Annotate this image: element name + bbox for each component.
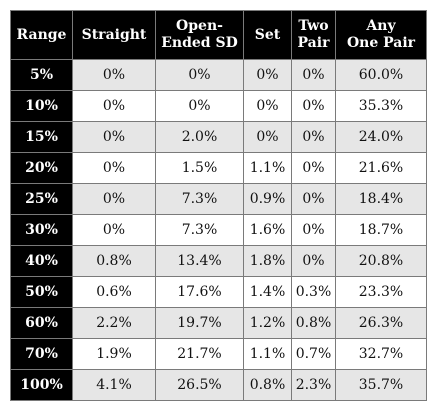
- range-cell: 10%: [10, 90, 73, 122]
- odds-table-container: Range Straight Open- Ended SD Set Two Pair…: [10, 10, 427, 401]
- two-pair-cell: 0%: [291, 152, 336, 184]
- set-cell: 1.1%: [243, 152, 292, 184]
- straight-cell: 0.8%: [72, 245, 156, 277]
- straight-cell: 0%: [72, 214, 156, 246]
- any-one-pair-cell: 20.8%: [335, 245, 427, 277]
- any-one-pair-cell: 18.7%: [335, 214, 427, 246]
- open-ended-sd-cell: 0%: [155, 59, 244, 91]
- header-set: Set: [243, 10, 292, 60]
- two-pair-cell: 0%: [291, 214, 336, 246]
- open-ended-sd-cell: 0%: [155, 90, 244, 122]
- open-ended-sd-cell: 21.7%: [155, 338, 244, 370]
- any-one-pair-cell: 35.3%: [335, 90, 427, 122]
- two-pair-cell: 2.3%: [291, 369, 336, 401]
- table-row: 5% 0% 0% 0% 0% 60.0%: [10, 59, 427, 91]
- any-one-pair-cell: 60.0%: [335, 59, 427, 91]
- two-pair-cell: 0%: [291, 245, 336, 277]
- set-cell: 1.1%: [243, 338, 292, 370]
- range-cell: 20%: [10, 152, 73, 184]
- table-row: 70% 1.9% 21.7% 1.1% 0.7% 32.7%: [10, 338, 427, 370]
- set-cell: 0%: [243, 90, 292, 122]
- two-pair-cell: 0%: [291, 183, 336, 215]
- open-ended-sd-cell: 19.7%: [155, 307, 244, 339]
- any-one-pair-cell: 24.0%: [335, 121, 427, 153]
- set-cell: 1.4%: [243, 276, 292, 308]
- set-cell: 1.8%: [243, 245, 292, 277]
- two-pair-cell: 0%: [291, 121, 336, 153]
- range-cell: 40%: [10, 245, 73, 277]
- two-pair-cell: 0.8%: [291, 307, 336, 339]
- range-cell: 15%: [10, 121, 73, 153]
- two-pair-cell: 0.3%: [291, 276, 336, 308]
- open-ended-sd-cell: 17.6%: [155, 276, 244, 308]
- header-straight: Straight: [72, 10, 156, 60]
- set-cell: 1.2%: [243, 307, 292, 339]
- open-ended-sd-cell: 26.5%: [155, 369, 244, 401]
- any-one-pair-cell: 35.7%: [335, 369, 427, 401]
- straight-cell: 0%: [72, 152, 156, 184]
- set-cell: 1.6%: [243, 214, 292, 246]
- any-one-pair-cell: 23.3%: [335, 276, 427, 308]
- set-cell: 0%: [243, 59, 292, 91]
- range-cell: 60%: [10, 307, 73, 339]
- table-row: 100% 4.1% 26.5% 0.8% 2.3% 35.7%: [10, 369, 427, 401]
- two-pair-cell: 0%: [291, 90, 336, 122]
- any-one-pair-cell: 18.4%: [335, 183, 427, 215]
- range-cell: 50%: [10, 276, 73, 308]
- header-two-pair: Two Pair: [291, 10, 336, 60]
- two-pair-cell: 0.7%: [291, 338, 336, 370]
- table-row: 10% 0% 0% 0% 0% 35.3%: [10, 90, 427, 122]
- odds-table: Range Straight Open- Ended SD Set Two Pair…: [10, 10, 427, 401]
- open-ended-sd-cell: 13.4%: [155, 245, 244, 277]
- range-cell: 70%: [10, 338, 73, 370]
- open-ended-sd-cell: 7.3%: [155, 214, 244, 246]
- straight-cell: 2.2%: [72, 307, 156, 339]
- range-cell: 30%: [10, 214, 73, 246]
- any-one-pair-cell: 21.6%: [335, 152, 427, 184]
- range-cell: 25%: [10, 183, 73, 215]
- table-row: 60% 2.2% 19.7% 1.2% 0.8% 26.3%: [10, 307, 427, 339]
- set-cell: 0.8%: [243, 369, 292, 401]
- straight-cell: 0%: [72, 121, 156, 153]
- open-ended-sd-cell: 1.5%: [155, 152, 244, 184]
- straight-cell: 1.9%: [72, 338, 156, 370]
- open-ended-sd-cell: 7.3%: [155, 183, 244, 215]
- any-one-pair-cell: 32.7%: [335, 338, 427, 370]
- two-pair-cell: 0%: [291, 59, 336, 91]
- straight-cell: 0%: [72, 183, 156, 215]
- open-ended-sd-cell: 2.0%: [155, 121, 244, 153]
- any-one-pair-cell: 26.3%: [335, 307, 427, 339]
- straight-cell: 0%: [72, 59, 156, 91]
- range-cell: 100%: [10, 369, 73, 401]
- table-row: 20% 0% 1.5% 1.1% 0% 21.6%: [10, 152, 427, 184]
- table-row: 30% 0% 7.3% 1.6% 0% 18.7%: [10, 214, 427, 246]
- straight-cell: 0%: [72, 90, 156, 122]
- straight-cell: 4.1%: [72, 369, 156, 401]
- set-cell: 0%: [243, 121, 292, 153]
- header-row: Range Straight Open- Ended SD Set Two Pair…: [10, 10, 427, 60]
- header-any-one-pair: Any One Pair: [335, 10, 427, 60]
- header-open-ended-sd: Open- Ended SD: [155, 10, 244, 60]
- table-row: 40% 0.8% 13.4% 1.8% 0% 20.8%: [10, 245, 427, 277]
- range-cell: 5%: [10, 59, 73, 91]
- straight-cell: 0.6%: [72, 276, 156, 308]
- table-row: 50% 0.6% 17.6% 1.4% 0.3% 23.3%: [10, 276, 427, 308]
- set-cell: 0.9%: [243, 183, 292, 215]
- table-row: 15% 0% 2.0% 0% 0% 24.0%: [10, 121, 427, 153]
- table-row: 25% 0% 7.3% 0.9% 0% 18.4%: [10, 183, 427, 215]
- header-range: Range: [10, 10, 73, 60]
